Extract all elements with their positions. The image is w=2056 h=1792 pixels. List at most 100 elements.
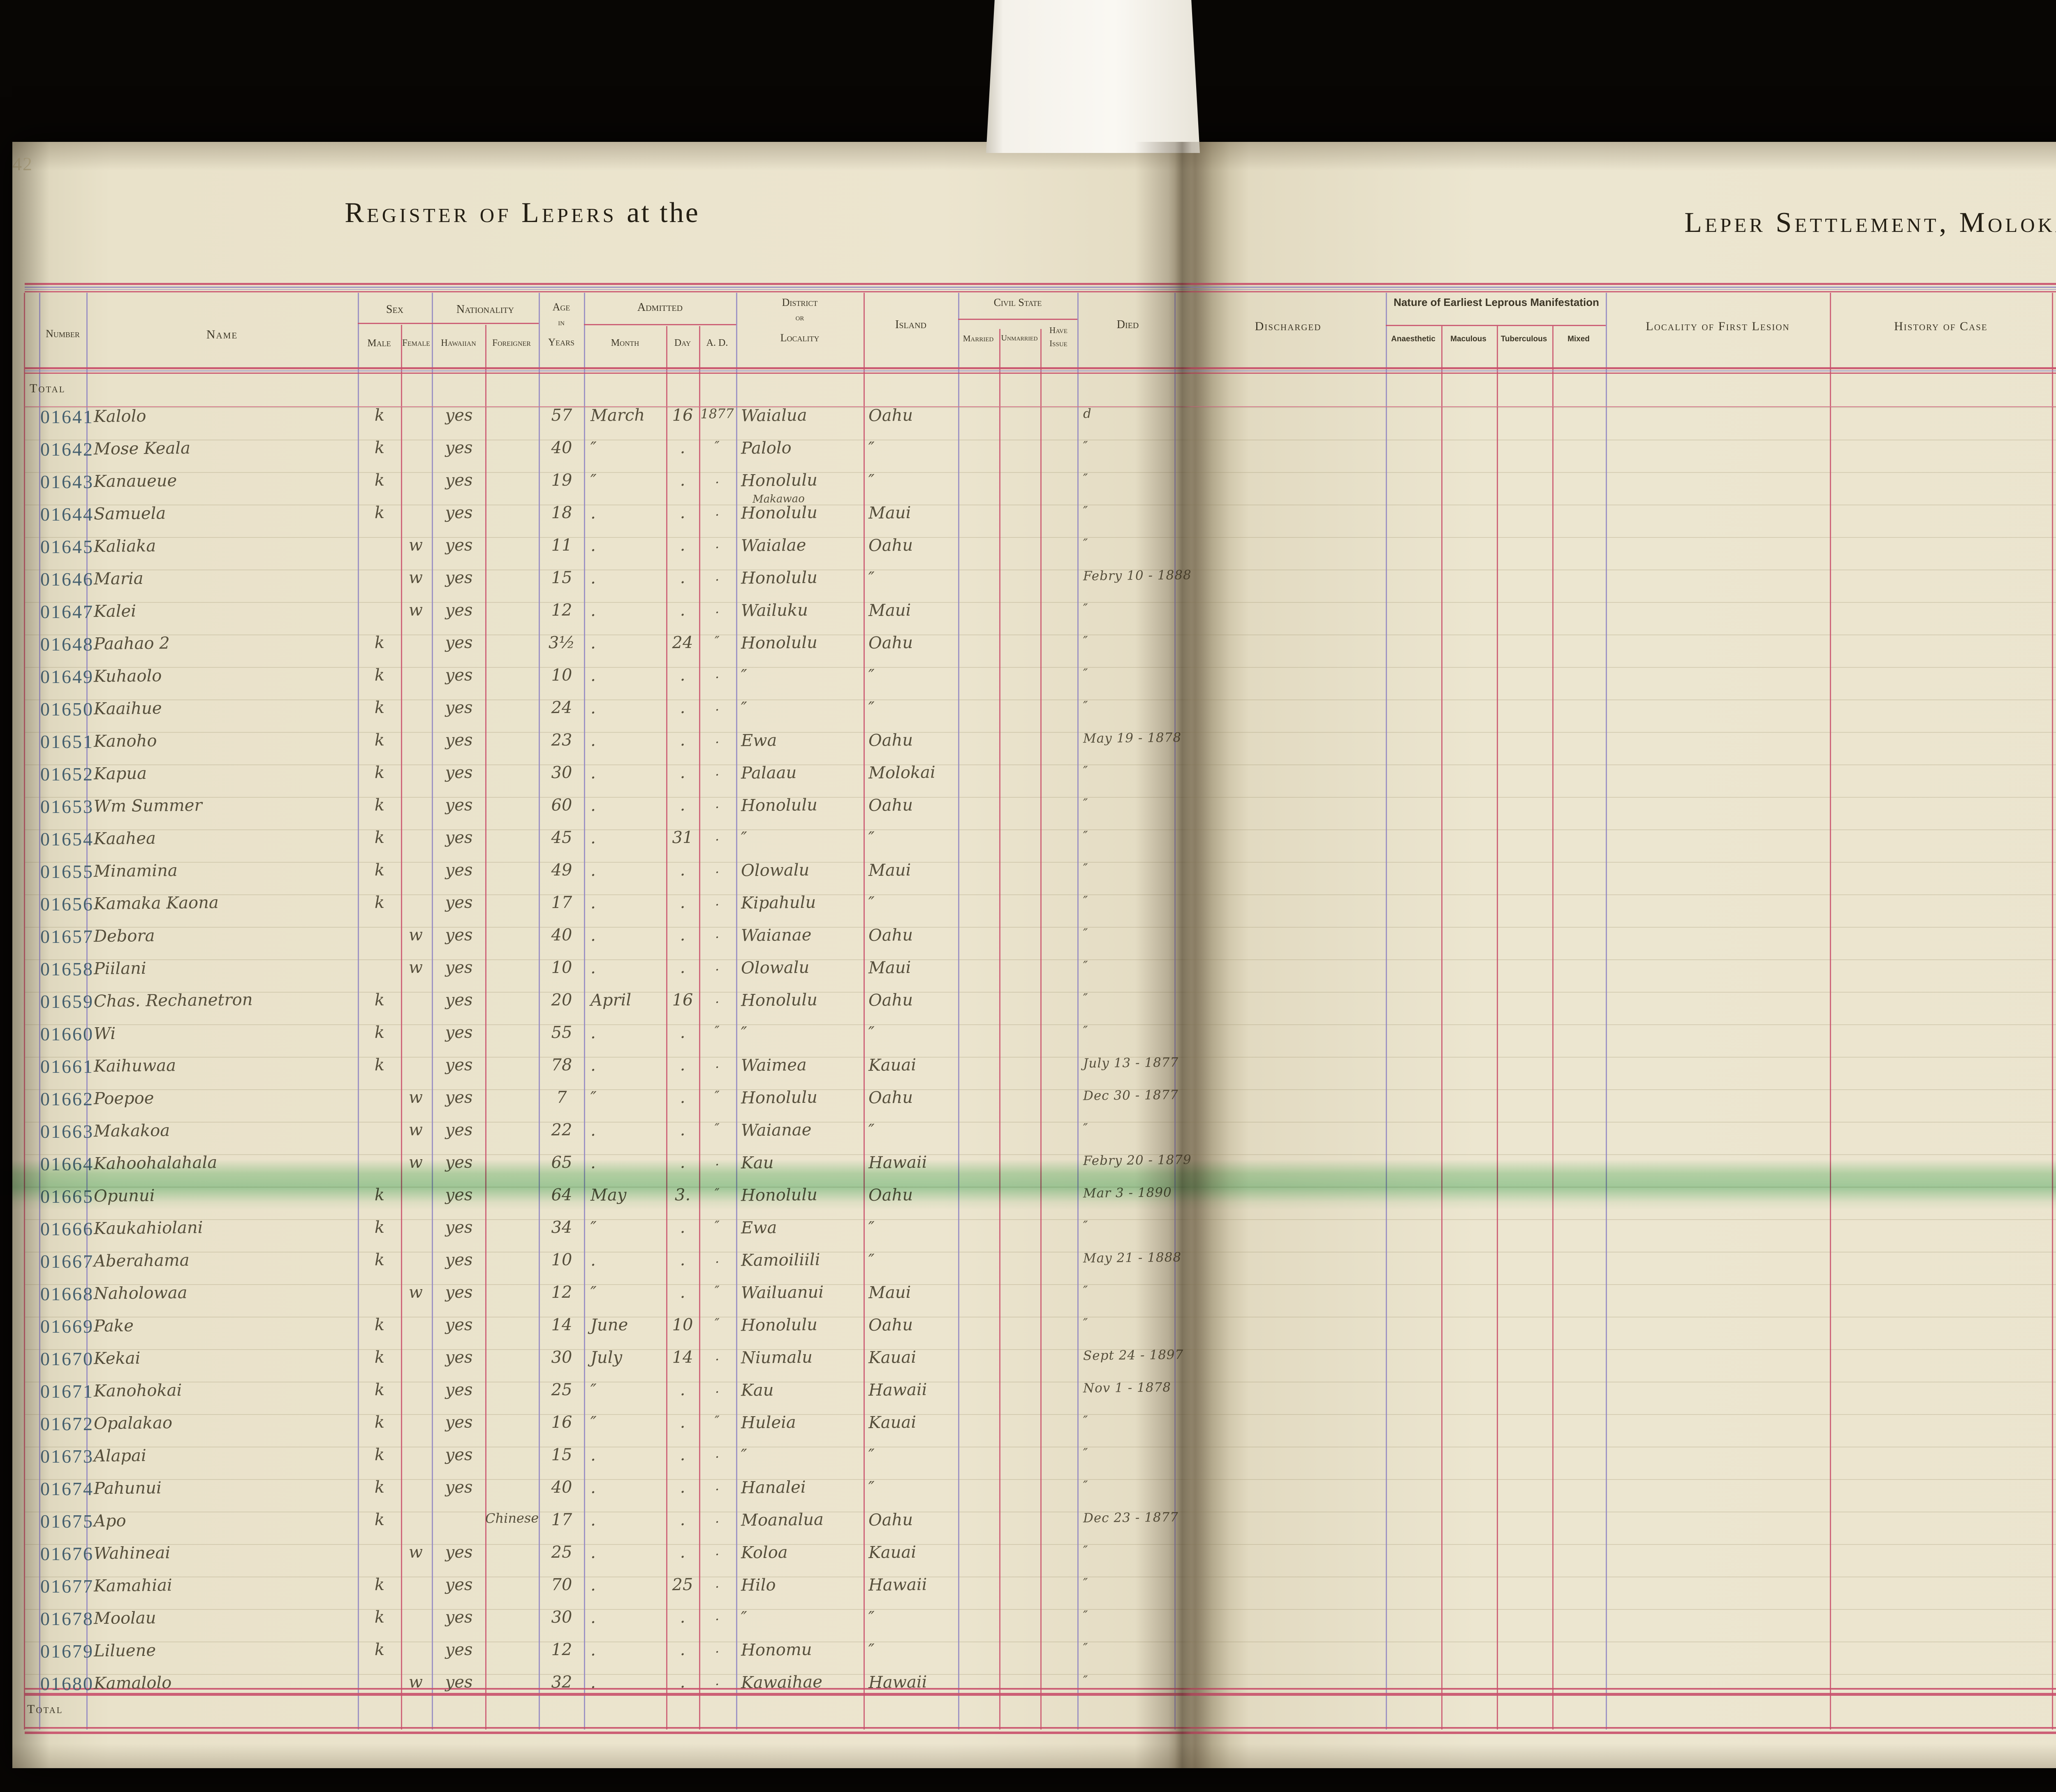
row-01662-died: Dec 30 - 1877 <box>1083 1087 1179 1104</box>
row-01662-day: . <box>680 1088 685 1107</box>
row-01677-name: Kamahiai <box>93 1576 172 1596</box>
row-01658-ad: . <box>715 958 720 974</box>
rule-horizontal <box>584 324 736 325</box>
row-01647-f: w <box>408 600 423 620</box>
row-01644-loc: Honolulu <box>741 503 818 523</box>
col-header-locality: Locality <box>780 332 820 344</box>
row-01648-name: Paahao 2 <box>93 634 170 654</box>
row-01643-age: 19 <box>551 470 572 490</box>
row-01642-ad: ″ <box>714 438 720 454</box>
row-01666-name: Kaukahiolani <box>93 1218 203 1239</box>
row-01679-loc: Honomu <box>741 1640 812 1660</box>
row-01672-isl: Kauai <box>868 1412 917 1433</box>
row-01673-haw: yes <box>445 1445 473 1465</box>
row-01652-loc: Palaau <box>741 763 797 783</box>
col-header-died: Died <box>1116 318 1139 331</box>
row-01649-m: k <box>374 665 385 685</box>
page-number-left: 42 <box>12 153 33 174</box>
row-01657-num: 01657 <box>40 926 94 947</box>
row-01651-num: 01651 <box>40 731 94 752</box>
row-01647-ad: . <box>715 600 720 617</box>
row-01673-loc: ″ <box>741 1446 748 1465</box>
row-01667-name: Aberahama <box>93 1250 190 1271</box>
row-01672-m: k <box>374 1412 385 1432</box>
col-header-nationality: Nationality <box>456 303 514 316</box>
row-01661-age: 78 <box>551 1055 572 1075</box>
row-01676-ad: . <box>715 1542 720 1559</box>
col-header-name: Name <box>206 328 238 341</box>
row-01678-m: k <box>374 1607 385 1627</box>
row-01658-month: . <box>590 958 596 977</box>
row-01658-f: w <box>408 958 423 977</box>
row-01663-ad: ″ <box>714 1120 720 1137</box>
row-01657-month: . <box>590 926 596 945</box>
row-01653-age: 60 <box>551 795 572 815</box>
rule-horizontal <box>25 370 2056 371</box>
row-01643-month: ″ <box>590 471 597 490</box>
row-01676-num: 01676 <box>40 1543 94 1564</box>
row-01642-isl: ″ <box>868 438 875 458</box>
rule-vertical <box>958 293 959 1729</box>
row-01649-loc: ″ <box>741 666 748 685</box>
rule-horizontal <box>25 1693 2056 1696</box>
col-header-day: Day <box>674 338 691 348</box>
row-01676-day: . <box>680 1542 685 1562</box>
row-01649-haw: yes <box>445 665 473 685</box>
row-01650-haw: yes <box>445 698 473 718</box>
row-01659-loc: Honolulu <box>741 990 818 1010</box>
row-01678-age: 30 <box>551 1607 572 1627</box>
col-header-district: District <box>782 296 818 308</box>
row-01666-age: 34 <box>551 1218 572 1237</box>
row-01680-isl: Hawaii <box>868 1672 927 1692</box>
rule-vertical <box>666 326 667 1729</box>
row-01651-name: Kanoho <box>93 731 157 751</box>
row-01645-f: w <box>408 535 423 555</box>
row-01668-loc: Wailuanui <box>741 1283 824 1303</box>
row-01661-name: Kaihuwaa <box>93 1056 176 1076</box>
row-01672-died: ″ <box>1083 1413 1088 1429</box>
row-01651-died: May 19 - 1878 <box>1083 730 1182 746</box>
col-header-ad: A. D. <box>706 338 728 348</box>
row-01668-ad: ″ <box>714 1283 720 1299</box>
row-01643-day: . <box>680 470 685 490</box>
rule-vertical <box>999 329 1000 1729</box>
row-01670-age: 30 <box>551 1347 572 1367</box>
row-01673-isl: ″ <box>868 1445 875 1465</box>
row-01674-age: 40 <box>551 1477 572 1497</box>
row-01660-age: 55 <box>551 1023 572 1042</box>
row-01674-m: k <box>374 1477 385 1497</box>
row-01671-isl: Hawaii <box>868 1380 927 1400</box>
row-01671-name: Kanohokai <box>93 1381 182 1401</box>
rule-vertical <box>539 293 540 1729</box>
row-01679-name: Liluene <box>93 1641 156 1661</box>
row-01670-m: k <box>374 1347 385 1367</box>
row-01646-num: 01646 <box>40 569 94 590</box>
right-page-title: Leper Settlement, Molokai <box>1423 206 2056 239</box>
rule-horizontal <box>1386 325 1606 326</box>
row-01659-ad: . <box>715 990 720 1007</box>
row-01670-loc: Niumalu <box>741 1347 813 1368</box>
col-header-maculous: Maculous <box>1450 335 1486 343</box>
row-01676-age: 25 <box>551 1542 572 1562</box>
row-01661-haw: yes <box>445 1055 473 1075</box>
row-01663-isl: ″ <box>868 1121 875 1140</box>
row-01644-month: . <box>590 503 596 523</box>
row-01658-day: . <box>680 958 685 977</box>
row-01651-age: 23 <box>551 730 572 750</box>
row-01663-haw: yes <box>445 1120 473 1140</box>
rule-vertical <box>401 325 402 1729</box>
row-01646-age: 15 <box>551 568 572 588</box>
row-01653-loc: Honolulu <box>741 795 818 815</box>
row-01645-loc: Waialae <box>741 535 806 556</box>
row-01659-day: 16 <box>672 990 693 1010</box>
row-01646-name: Maria <box>93 569 144 589</box>
row-01651-loc: Ewa <box>741 731 777 750</box>
row-01679-num: 01679 <box>40 1641 94 1662</box>
row-01656-m: k <box>374 893 385 912</box>
row-01643-ad: . <box>715 470 720 487</box>
row-01674-month: . <box>590 1478 596 1497</box>
row-01662-num: 01662 <box>40 1088 94 1109</box>
row-01641-num: 01641 <box>40 406 94 427</box>
row-01677-loc: Hilo <box>741 1575 776 1595</box>
